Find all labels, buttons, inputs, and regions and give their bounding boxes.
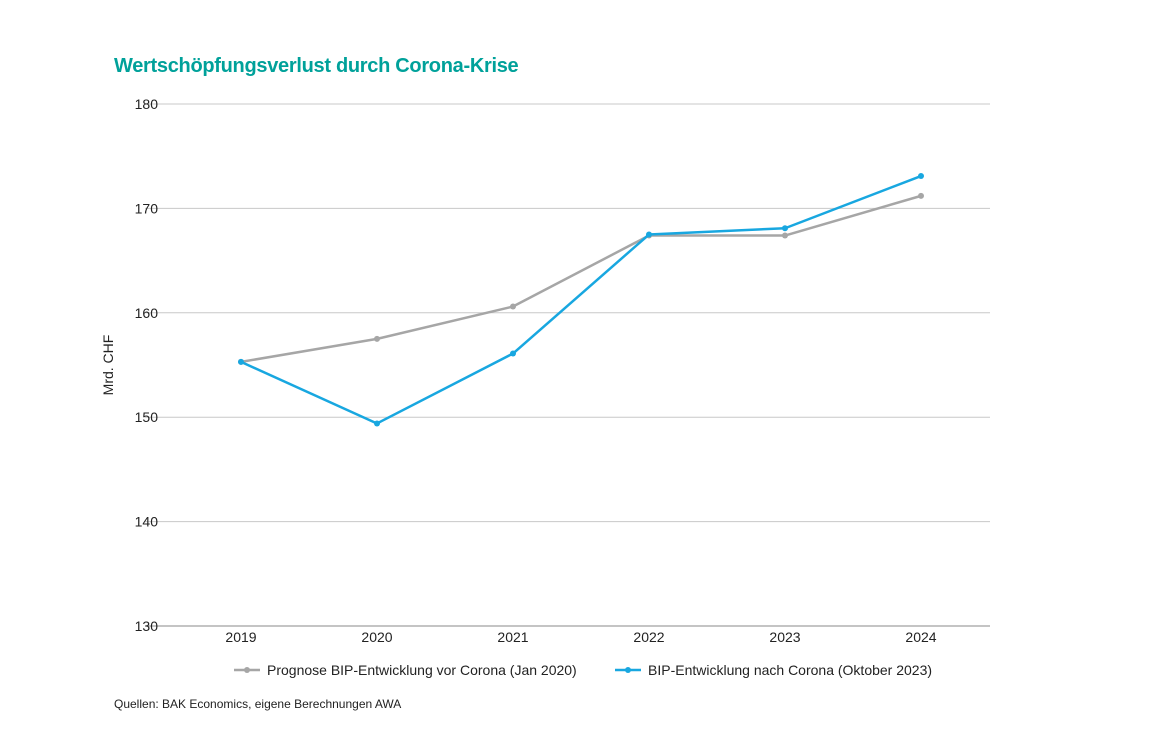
chart-title: Wertschöpfungsverlust durch Corona-Krise	[114, 55, 519, 77]
legend-marker-0	[244, 667, 250, 673]
legend-label-1: BIP-Entwicklung nach Corona (Oktober 202…	[648, 662, 932, 678]
x-tick-label: 2021	[497, 629, 528, 645]
data-point	[238, 358, 244, 365]
data-point	[510, 350, 516, 357]
series-line-1	[240, 174, 922, 425]
source-note: Quellen: BAK Economics, eigene Berechnun…	[114, 697, 402, 711]
y-tick-label: 130	[135, 618, 159, 634]
data-point	[782, 225, 788, 232]
y-tick-label: 140	[135, 514, 159, 530]
data-point	[782, 232, 788, 239]
y-tick-label: 180	[135, 96, 159, 112]
data-point	[374, 335, 380, 342]
data-point	[510, 303, 516, 310]
x-tick-label: 2023	[769, 629, 800, 645]
data-point	[918, 192, 924, 199]
legend-label-0: Prognose BIP-Entwicklung vor Corona (Jan…	[267, 662, 577, 678]
x-tick-label: 2020	[361, 629, 392, 645]
series-line-0	[240, 194, 922, 364]
y-tick-label: 170	[135, 200, 159, 216]
data-point	[374, 420, 380, 427]
legend-marker-1	[625, 667, 631, 673]
y-tick-label: 150	[135, 409, 159, 425]
data-point	[646, 231, 652, 238]
y-tick-label: 160	[135, 305, 159, 321]
y-axis-label: Mrd. CHF	[100, 335, 116, 396]
x-tick-label: 2024	[905, 629, 936, 645]
x-tick-label: 2019	[225, 629, 256, 645]
x-tick-label: 2022	[633, 629, 664, 645]
data-point	[918, 173, 924, 180]
